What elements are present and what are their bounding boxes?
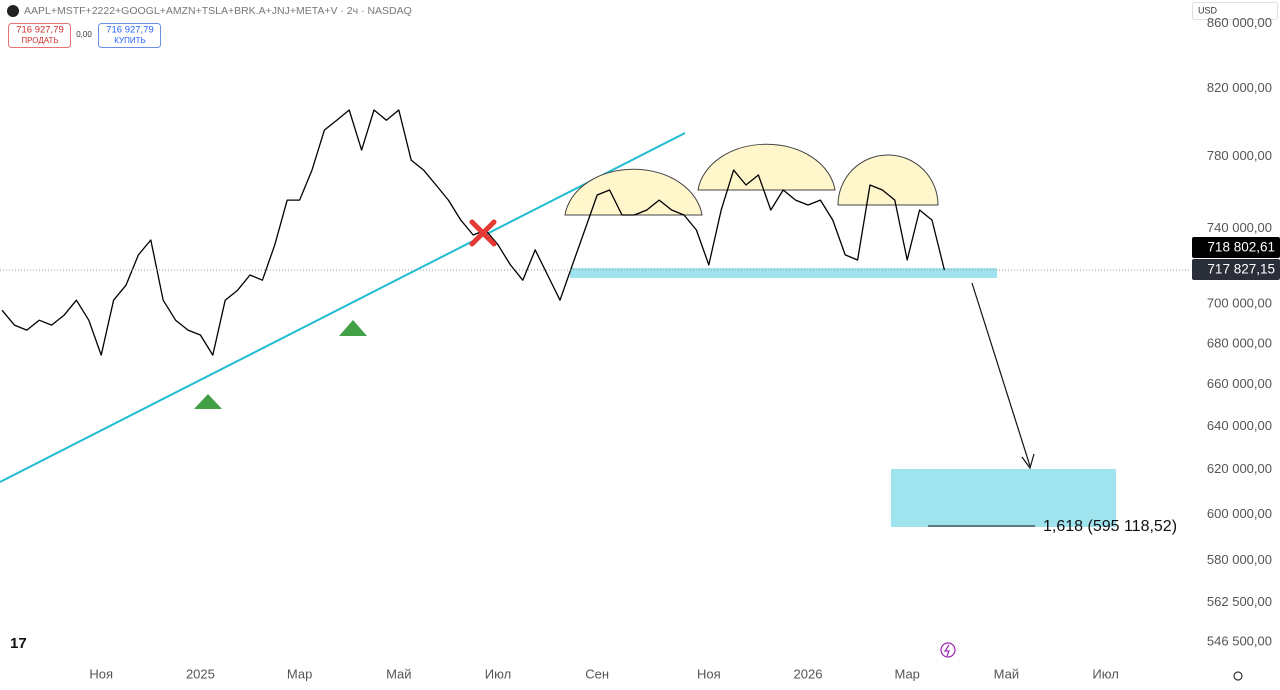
fib-label: 1,618 (595 118,52) <box>1043 518 1177 535</box>
events-icon-bolt <box>943 644 950 657</box>
x-tick-label: Сен <box>585 666 609 681</box>
y-tick-label: 580 000,00 <box>1207 552 1272 567</box>
y-tick-label: 640 000,00 <box>1207 418 1272 433</box>
x-tick-label: Ноя <box>697 666 721 681</box>
x-tick-label: 2025 <box>186 666 215 681</box>
x-tick-label: Ноя <box>89 666 113 681</box>
support-zone <box>570 268 997 278</box>
y-tick-label: 546 500,00 <box>1207 633 1272 648</box>
x-tick-label: Мар <box>287 666 312 681</box>
y-tick-label: 780 000,00 <box>1207 148 1272 163</box>
y-tick-label: 562 500,00 <box>1207 594 1272 609</box>
currency: USD <box>1198 5 1218 15</box>
plot <box>0 109 1190 356</box>
y-tick-label: 820 000,00 <box>1207 80 1272 95</box>
x-tick-label: Май <box>386 666 411 681</box>
settings-icon[interactable] <box>1233 671 1243 681</box>
y-tick-label: 860 000,00 <box>1207 15 1272 30</box>
logo[interactable]: 17 <box>10 635 27 652</box>
arrow-head <box>1021 453 1035 470</box>
price-tag-label: 717 827,15 <box>1207 262 1275 277</box>
y-tick-label: 600 000,00 <box>1207 506 1272 521</box>
symbol-title[interactable]: AAPL+MSTF+2222+GOOGL+AMZN+TSLA+BRK.A+JNJ… <box>24 5 412 17</box>
arc <box>564 168 703 216</box>
cross-mark <box>469 219 497 247</box>
sell-price: 716 927,79 <box>16 25 64 36</box>
x-tick-label: Июл <box>1092 666 1118 681</box>
triangle <box>194 394 222 409</box>
x-tick-label: 2026 <box>794 666 823 681</box>
arc <box>837 154 939 206</box>
x-tick-label: Мар <box>894 666 919 681</box>
y-tick-label: 740 000,00 <box>1207 220 1272 235</box>
triangle <box>339 320 367 336</box>
symbol-icon <box>7 5 19 17</box>
trend-line <box>0 132 686 483</box>
price-line <box>1 109 946 356</box>
buy-price: 716 927,79 <box>106 25 154 36</box>
sell-label: ПРОДАТЬ <box>21 36 58 45</box>
events-icon[interactable] <box>940 642 956 658</box>
x-tick-label: Июл <box>485 666 511 681</box>
price-tag-label: 718 802,61 <box>1207 240 1275 255</box>
y-tick-label: 700 000,00 <box>1207 296 1272 311</box>
buy-button[interactable] <box>98 23 161 48</box>
sell-button[interactable] <box>8 23 71 48</box>
y-tick-label: 660 000,00 <box>1207 376 1272 391</box>
y-tick-label: 620 000,00 <box>1207 461 1272 476</box>
price-tag <box>1192 237 1280 259</box>
target-zone <box>891 469 1116 527</box>
arc <box>697 143 836 191</box>
buy-label: КУПИТЬ <box>114 36 145 45</box>
spread: 0,00 <box>76 30 92 39</box>
arrow <box>971 282 1031 467</box>
currency-box[interactable] <box>1192 2 1278 20</box>
y-tick-label: 680 000,00 <box>1207 335 1272 350</box>
x-tick-label: Май <box>994 666 1019 681</box>
price-tag <box>1192 259 1280 281</box>
